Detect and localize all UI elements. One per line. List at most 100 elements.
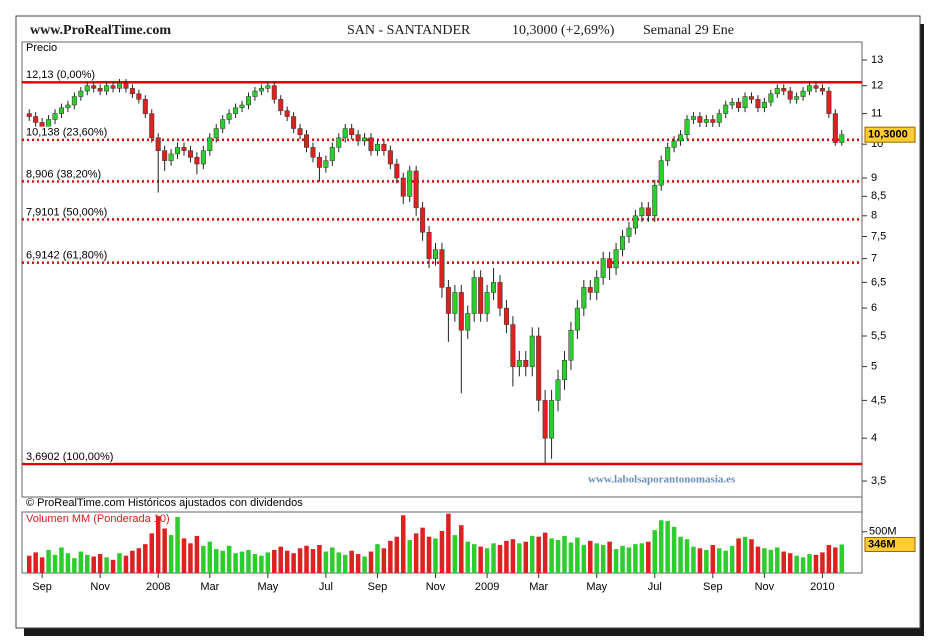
volume-bar — [220, 550, 225, 573]
fib-label: 8,906 (38,20%) — [26, 168, 101, 180]
candle-body — [697, 116, 703, 123]
site: www.ProRealTime.com — [30, 23, 171, 38]
candle-body — [368, 137, 374, 151]
volume-bar — [736, 538, 741, 573]
candle-body — [645, 207, 651, 217]
volume-bar — [813, 554, 819, 573]
volume-bar — [800, 557, 806, 573]
volume-bar — [562, 535, 567, 573]
volume-bar — [239, 551, 245, 573]
candle-body — [381, 143, 387, 151]
candle-body — [613, 249, 619, 269]
volume-bar — [665, 521, 670, 573]
volume-bar — [304, 545, 309, 573]
candle-body — [529, 335, 535, 367]
candle-body — [342, 128, 348, 139]
x-tick-label: May — [586, 581, 607, 593]
volume-bar — [678, 536, 683, 573]
candle-body — [123, 82, 129, 89]
volume-bar — [175, 516, 180, 573]
candle-body — [761, 101, 767, 109]
volume-bar — [600, 544, 606, 573]
volume-bar — [542, 532, 548, 573]
fib-label-bg — [25, 249, 109, 262]
y-tick-label: 5,5 — [871, 330, 886, 342]
y-tick-label: 8,5 — [871, 190, 886, 202]
candle-body — [748, 96, 754, 100]
candle-body — [787, 90, 793, 100]
volume-bar — [523, 541, 529, 573]
candle-body — [149, 113, 155, 139]
volume-bar — [787, 553, 793, 573]
volume-bar — [39, 557, 45, 573]
volume-bar — [52, 554, 58, 573]
volume-bar — [226, 545, 232, 573]
price-label: Precio — [26, 42, 57, 54]
candle-body — [194, 157, 200, 165]
candle-body — [690, 116, 696, 120]
footer: © ProRealTime.com Históricos ajustados c… — [26, 497, 303, 509]
volume-bar — [807, 554, 812, 573]
candle-body — [484, 292, 490, 314]
y-tick-label: 6,5 — [871, 276, 886, 288]
volume-bar — [259, 555, 264, 573]
fib-label: 7,9101 (50,00%) — [26, 206, 107, 218]
volume-bar — [233, 553, 238, 573]
candle-body — [278, 99, 284, 111]
candle-body — [84, 85, 90, 92]
candle-body — [549, 400, 555, 439]
candle-body — [710, 119, 716, 123]
volume-bar — [413, 533, 419, 573]
candle-body — [471, 277, 477, 314]
y-tick-label: 5 — [871, 360, 877, 372]
candle-body — [394, 163, 400, 179]
price-change: 10,3000 (+2,69%) — [512, 23, 615, 38]
volume-bar — [394, 536, 400, 573]
fib-label: 10,138 (23,60%) — [26, 127, 107, 139]
candle-body — [407, 170, 413, 197]
x-tick-label: Jul — [648, 581, 662, 593]
y-tick-label: 11 — [871, 108, 882, 120]
title: SAN - SANTANDER — [347, 23, 471, 38]
candle-body — [245, 96, 251, 106]
volume-bar — [446, 513, 451, 573]
volume-bar — [607, 541, 612, 573]
x-tick-label: 2008 — [146, 581, 170, 593]
volume-bar — [143, 544, 148, 573]
volume-bar — [459, 525, 464, 573]
volume-bar — [716, 548, 722, 573]
volume-tag: 346M — [868, 538, 896, 550]
candle-body — [561, 359, 567, 380]
x-tick-label: Sep — [368, 581, 388, 593]
candle-body — [97, 88, 103, 92]
volume-bar — [658, 520, 664, 573]
candle-body — [452, 292, 458, 314]
volume-bar — [342, 554, 348, 573]
volume-bar — [246, 549, 251, 573]
candle-body — [310, 147, 316, 158]
candle-body — [497, 282, 503, 309]
volume-bar — [478, 546, 483, 573]
y-tick-label: 7 — [871, 253, 877, 265]
volume-bar — [613, 549, 619, 573]
y-tick-label: 4 — [871, 432, 877, 444]
volume-bar — [136, 548, 142, 573]
candle-body — [620, 236, 626, 250]
candle-body — [768, 93, 774, 103]
volume-bar — [388, 540, 393, 573]
candle-body — [413, 170, 419, 209]
volume-bar — [497, 544, 503, 573]
volume-bar — [188, 543, 193, 573]
volume-bar — [781, 551, 786, 573]
volume-bar — [820, 552, 825, 573]
volume-bar — [368, 551, 374, 573]
fib-label: 6,9142 (61,80%) — [26, 249, 107, 261]
candle-body — [594, 277, 600, 293]
y-tick-label: 6 — [871, 302, 877, 314]
volume-bar — [162, 528, 167, 573]
volume-bar — [97, 554, 103, 573]
volume-bar — [639, 543, 645, 573]
volume-bar — [626, 547, 632, 573]
candle-body — [265, 85, 271, 89]
